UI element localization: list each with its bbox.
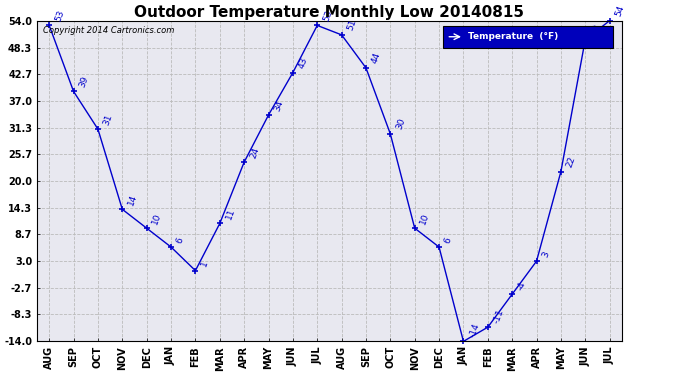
- Text: 51: 51: [346, 18, 358, 32]
- Text: 10: 10: [151, 211, 164, 225]
- Text: -4: -4: [516, 280, 528, 291]
- FancyBboxPatch shape: [444, 26, 613, 48]
- Text: 22: 22: [565, 155, 578, 169]
- Text: -11: -11: [492, 308, 506, 324]
- Title: Outdoor Temperature Monthly Low 20140815: Outdoor Temperature Monthly Low 20140815: [135, 4, 524, 20]
- Text: 3: 3: [541, 250, 551, 258]
- Text: 39: 39: [78, 75, 90, 88]
- Text: 14: 14: [126, 193, 139, 207]
- Text: 10: 10: [419, 211, 431, 225]
- Text: 24: 24: [248, 146, 261, 159]
- Text: 30: 30: [395, 117, 407, 131]
- Text: 31: 31: [102, 112, 115, 126]
- Text: 11: 11: [224, 207, 237, 221]
- Text: Copyright 2014 Cartronics.com: Copyright 2014 Cartronics.com: [43, 26, 175, 34]
- Text: 6: 6: [443, 236, 453, 244]
- Text: 43: 43: [297, 56, 309, 70]
- Text: 53: 53: [322, 9, 334, 22]
- Text: 50: 50: [589, 23, 602, 37]
- Text: 6: 6: [175, 236, 186, 244]
- Text: 53: 53: [53, 9, 66, 22]
- Text: 44: 44: [370, 51, 382, 65]
- Text: 34: 34: [273, 99, 285, 112]
- Text: -14: -14: [468, 322, 481, 339]
- Text: Temperature  (°F): Temperature (°F): [468, 32, 558, 41]
- Text: 1: 1: [199, 260, 210, 268]
- Text: 54: 54: [614, 4, 626, 18]
